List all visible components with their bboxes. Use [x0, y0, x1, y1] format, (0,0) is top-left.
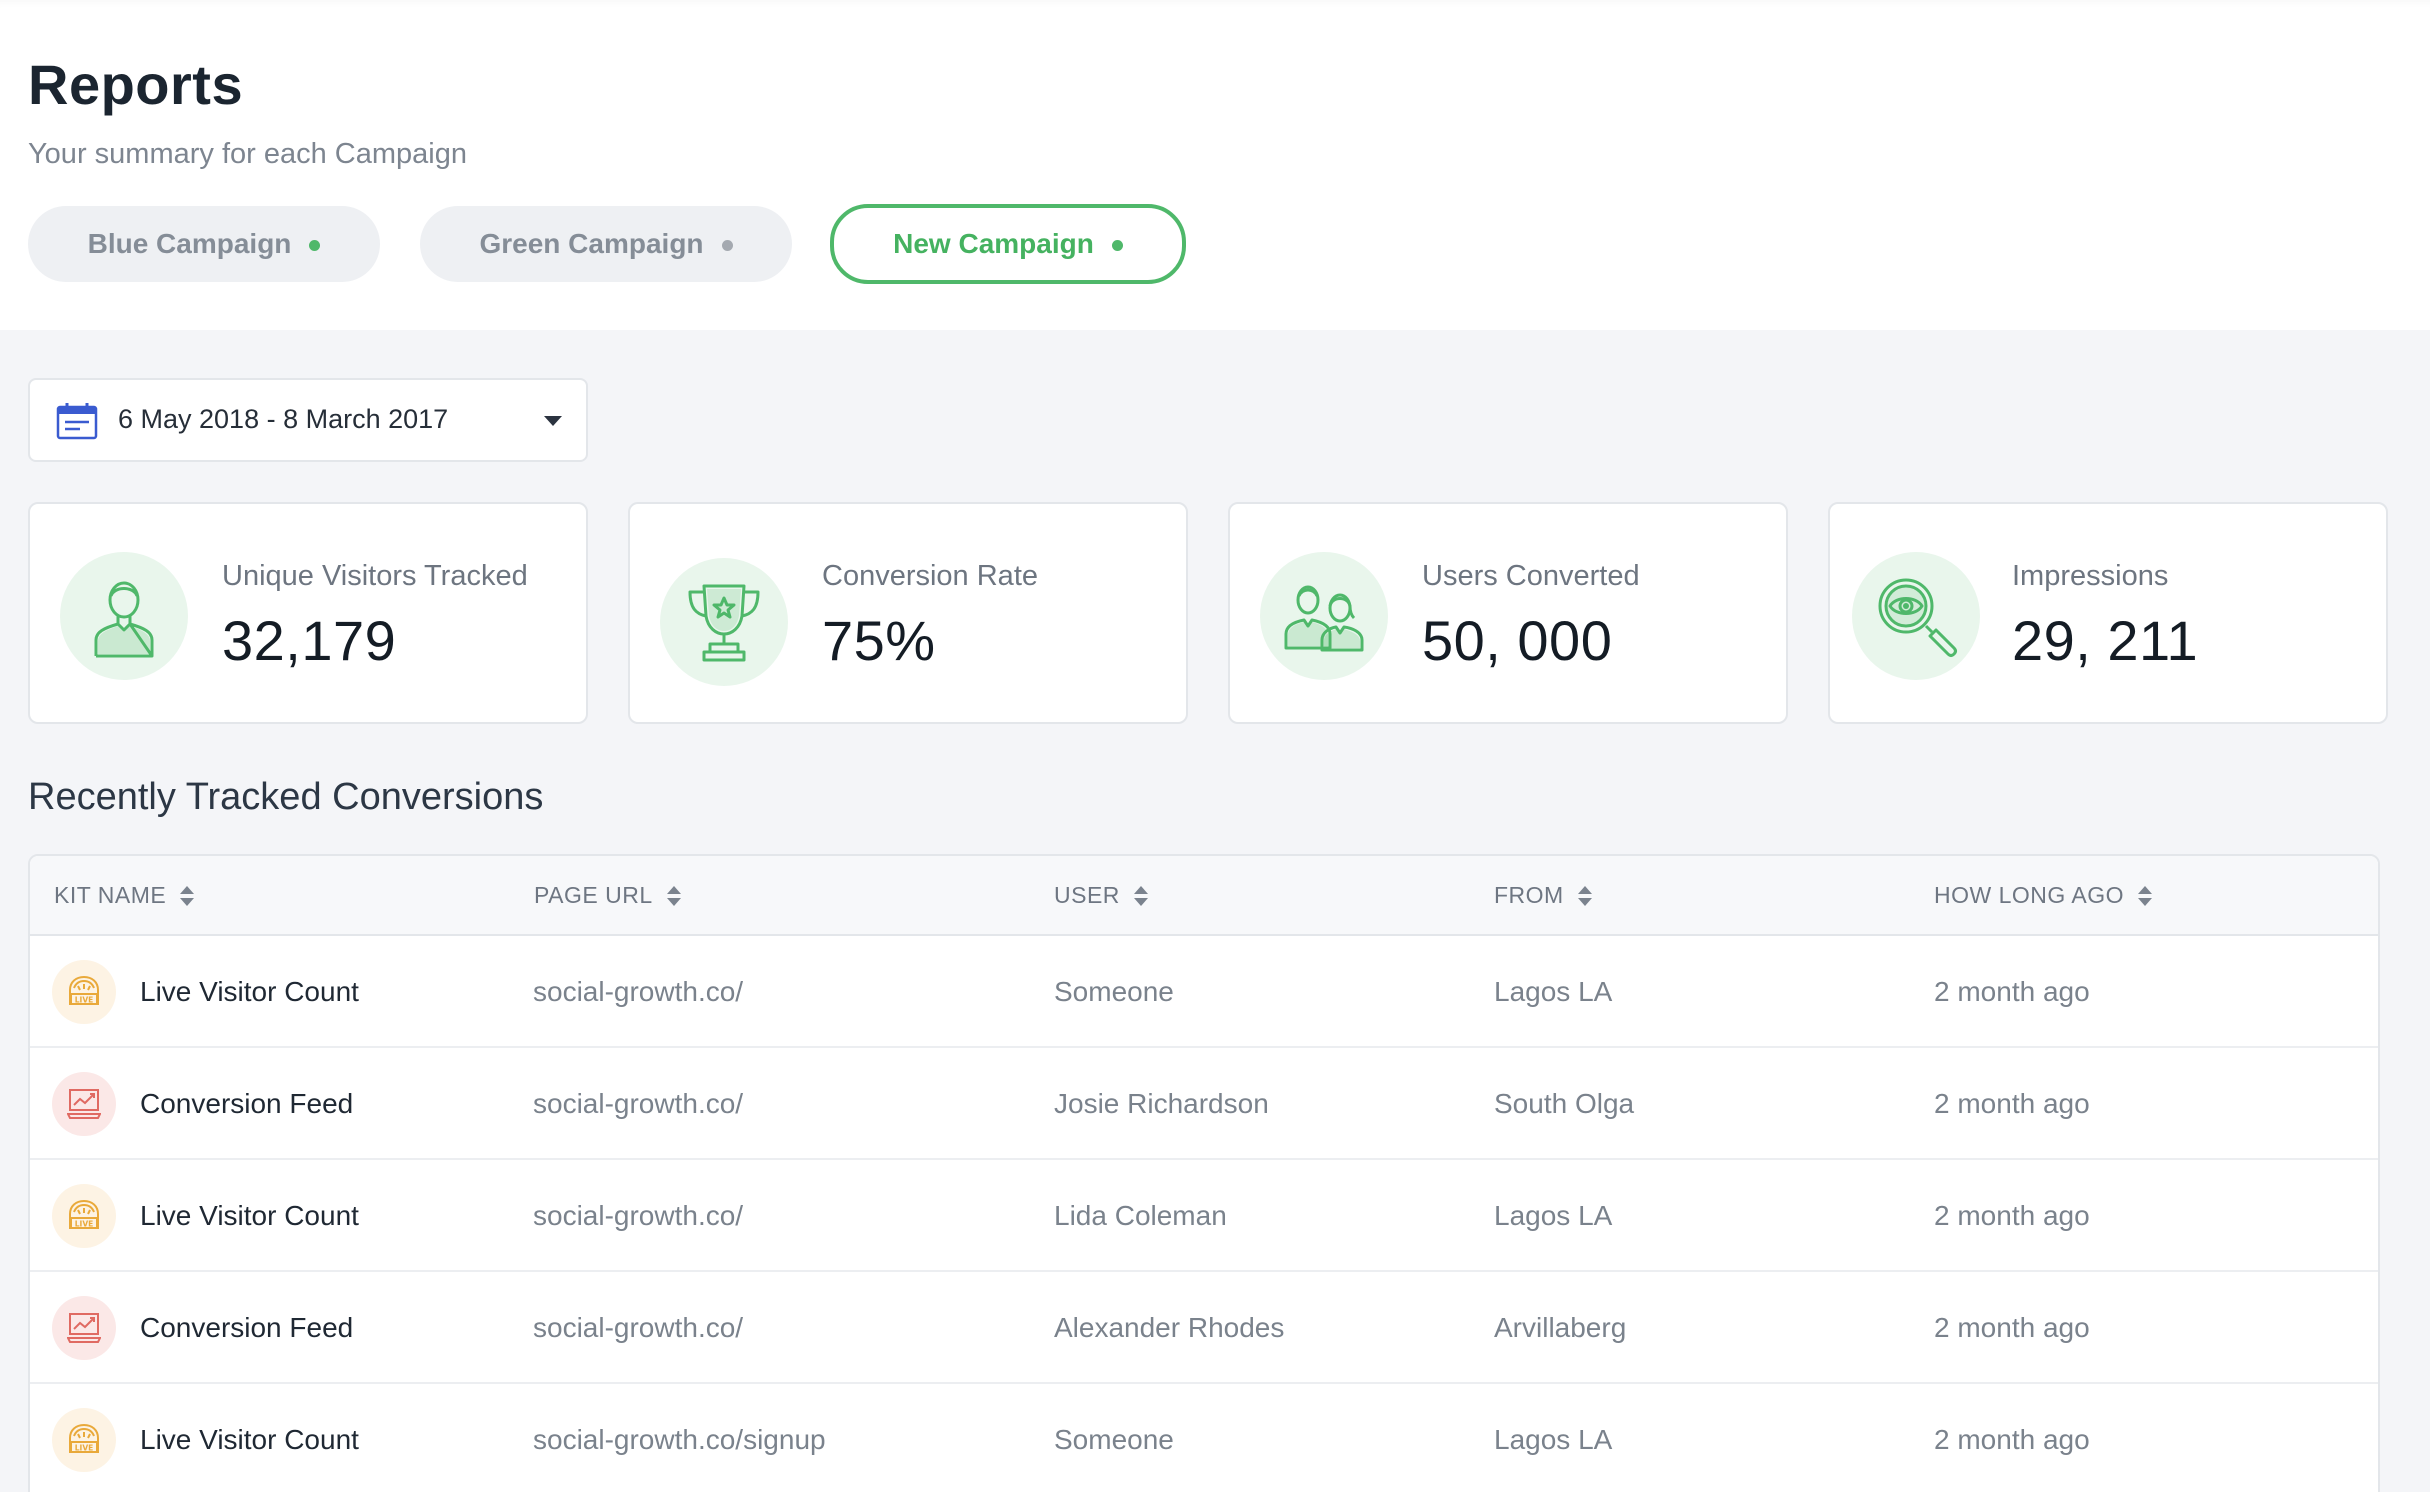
sort-icon [2138, 885, 2153, 907]
page-url: social-growth.co/ [533, 1088, 744, 1119]
sort-icon [1577, 885, 1592, 907]
column-header-from[interactable]: FROM [1494, 882, 1592, 909]
live-badge-icon: LIVE [52, 960, 116, 1024]
table-header: KIT NAME PAGE URL USER FROM HOW LONG AGO [30, 856, 2378, 936]
stat-label: Users Converted [1422, 560, 1640, 592]
time-ago: 2 month ago [1934, 1088, 2090, 1119]
chart-monitor-icon [52, 1072, 116, 1136]
status-dot [309, 239, 321, 251]
from-location: South Olga [1494, 1088, 1635, 1119]
from-location: Arvillaberg [1494, 1312, 1627, 1343]
stat-value: 32,179 [222, 609, 397, 672]
from-location: Lagos LA [1494, 976, 1613, 1007]
stat-value: 29, 211 [2012, 609, 2199, 672]
column-label: HOW LONG AGO [1934, 882, 2125, 908]
page-url: social-growth.co/ [533, 976, 744, 1007]
status-dot [721, 239, 733, 251]
svg-text:LIVE: LIVE [75, 1220, 94, 1229]
column-label: FROM [1494, 882, 1564, 908]
time-ago: 2 month ago [1934, 1312, 2090, 1343]
kit-name: Live Visitor Count [140, 976, 359, 1007]
conversions-table: KIT NAME PAGE URL USER FROM HOW LONG AGO… [28, 854, 2380, 1492]
page-url: social-growth.co/ [533, 1312, 744, 1343]
tab-label: Green Campaign [479, 228, 704, 259]
live-badge-icon: LIVE [52, 1408, 116, 1472]
user-name: Alexander Rhodes [1054, 1312, 1285, 1343]
magnifier-eye-icon [1852, 552, 1980, 680]
tab-green-campaign[interactable]: Green Campaign [420, 206, 792, 282]
stat-label: Impressions [2012, 560, 2169, 592]
stat-card-conversion-rate: Conversion Rate 75% [628, 502, 1188, 724]
tab-label: New Campaign [893, 228, 1094, 259]
user-name: Someone [1054, 976, 1174, 1007]
page-title: Reports [28, 53, 244, 116]
user-name: Someone [1054, 1424, 1174, 1455]
kit-name: Conversion Feed [140, 1088, 354, 1119]
column-header-page-url[interactable]: PAGE URL [534, 882, 681, 909]
column-label: USER [1054, 882, 1120, 908]
chevron-down-icon [544, 416, 562, 426]
page-subtitle: Your summary for each Campaign [28, 138, 467, 170]
table-row[interactable]: LIVE Live Visitor Count social-growth.co… [30, 1384, 2378, 1492]
from-location: Lagos LA [1494, 1200, 1613, 1231]
kit-name: Live Visitor Count [140, 1424, 359, 1455]
user-name: Josie Richardson [1054, 1088, 1269, 1119]
tab-blue-campaign[interactable]: Blue Campaign [28, 206, 380, 282]
from-location: Lagos LA [1494, 1424, 1613, 1455]
status-dot [1111, 239, 1123, 251]
table-row[interactable]: LIVE Live Visitor Count social-growth.co… [30, 1160, 2378, 1272]
svg-text:LIVE: LIVE [75, 1444, 94, 1453]
page-url: social-growth.co/signup [533, 1424, 826, 1455]
column-header-kit-name[interactable]: KIT NAME [54, 882, 195, 909]
date-range-dropdown[interactable]: 6 May 2018 - 8 March 2017 [28, 378, 588, 462]
svg-text:LIVE: LIVE [75, 996, 94, 1005]
sort-icon [666, 885, 681, 907]
time-ago: 2 month ago [1934, 976, 2090, 1007]
date-range-label: 6 May 2018 - 8 March 2017 [118, 404, 449, 434]
chart-monitor-icon [52, 1296, 116, 1360]
tab-label: Blue Campaign [87, 228, 292, 259]
time-ago: 2 month ago [1934, 1200, 2090, 1231]
users-icon [1260, 552, 1388, 680]
trophy-icon [660, 558, 788, 686]
stat-value: 75% [822, 609, 936, 672]
calendar-icon [56, 403, 98, 440]
table-row[interactable]: Conversion Feed social-growth.co/ Josie … [30, 1048, 2378, 1160]
sort-icon [180, 885, 195, 907]
stat-card-unique-visitors: Unique Visitors Tracked 32,179 [28, 502, 588, 724]
section-title: Recently Tracked Conversions [28, 776, 544, 818]
table-row[interactable]: LIVE Live Visitor Count social-growth.co… [30, 936, 2378, 1048]
user-icon [60, 552, 188, 680]
column-label: KIT NAME [54, 882, 167, 908]
user-name: Lida Coleman [1054, 1200, 1227, 1231]
kit-name: Conversion Feed [140, 1312, 354, 1343]
stat-label: Unique Visitors Tracked [222, 560, 528, 592]
column-header-user[interactable]: USER [1054, 882, 1148, 909]
stat-label: Conversion Rate [822, 560, 1038, 592]
time-ago: 2 month ago [1934, 1424, 2090, 1455]
column-header-how-long-ago[interactable]: HOW LONG AGO [1934, 882, 2153, 909]
sort-icon [1133, 885, 1148, 907]
kit-name: Live Visitor Count [140, 1200, 359, 1231]
stat-card-users-converted: Users Converted 50, 000 [1228, 502, 1788, 724]
header-panel: Reports Your summary for each Campaign B… [0, 0, 2430, 330]
table-row[interactable]: Conversion Feed social-growth.co/ Alexan… [30, 1272, 2378, 1384]
stat-card-impressions: Impressions 29, 211 [1828, 502, 2388, 724]
live-badge-icon: LIVE [52, 1184, 116, 1248]
tab-new-campaign[interactable]: New Campaign [830, 204, 1186, 284]
page-url: social-growth.co/ [533, 1200, 744, 1231]
stat-value: 50, 000 [1422, 609, 1613, 672]
column-label: PAGE URL [534, 882, 653, 908]
